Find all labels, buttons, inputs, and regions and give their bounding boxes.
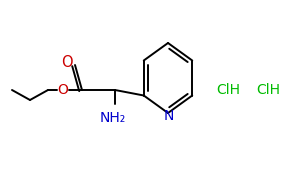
Text: O: O (58, 83, 68, 97)
Text: ClH: ClH (256, 83, 280, 97)
Text: O: O (61, 54, 73, 70)
Text: ClH: ClH (216, 83, 240, 97)
Text: N: N (164, 109, 174, 123)
Text: NH₂: NH₂ (100, 111, 126, 125)
